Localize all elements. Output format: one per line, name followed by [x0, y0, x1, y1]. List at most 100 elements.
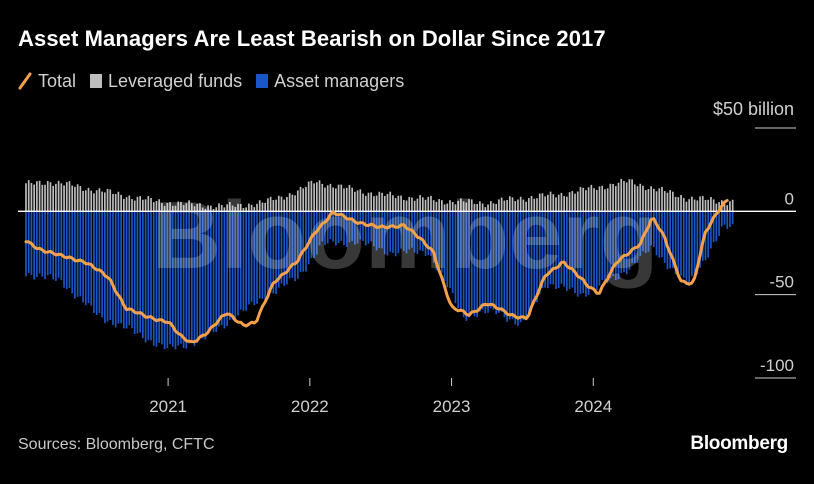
leveraged-funds-bar [182, 205, 185, 212]
asset-managers-bar [163, 211, 166, 350]
leveraged-funds-bar [514, 201, 517, 212]
asset-managers-bar [87, 211, 90, 304]
asset-managers-bar [476, 211, 479, 318]
leveraged-funds-bar [587, 187, 590, 212]
asset-managers-bar [451, 211, 454, 294]
leveraged-funds-bar [231, 205, 234, 212]
leveraged-funds-bar [95, 190, 98, 212]
asset-managers-bar [691, 211, 693, 277]
leveraged-funds-bar [36, 181, 38, 212]
asset-managers-bar [326, 211, 329, 244]
leveraged-funds-bar [381, 192, 383, 212]
asset-managers-bar [620, 211, 623, 274]
asset-managers-bar [430, 211, 432, 256]
leveraged-funds-bar [517, 199, 519, 212]
leveraged-funds-bar [269, 196, 272, 212]
leveraged-funds-bar [261, 202, 264, 212]
leveraged-funds-bar [207, 205, 209, 212]
leveraged-funds-bar [321, 183, 324, 212]
asset-managers-bar [568, 211, 571, 289]
leveraged-funds-bar [60, 183, 63, 212]
leveraged-funds-bar [402, 199, 405, 212]
leveraged-funds-bar [375, 195, 378, 212]
asset-managers-bar [519, 211, 522, 323]
asset-managers-bar [269, 211, 272, 293]
leveraged-funds-bar [473, 203, 476, 212]
asset-managers-bar [530, 211, 533, 305]
asset-managers-bar [723, 211, 726, 225]
leveraged-funds-bar [457, 200, 459, 212]
asset-managers-bar [585, 211, 587, 297]
leveraged-funds-bar [286, 196, 288, 212]
asset-managers-bar [400, 211, 402, 249]
watermark: Bloomberg [152, 182, 659, 289]
asset-managers-bar [421, 211, 424, 252]
leveraged-funds-bar [666, 192, 669, 212]
asset-managers-bar [218, 211, 220, 327]
leveraged-funds-bar [253, 207, 256, 212]
leveraged-funds-bar [258, 200, 261, 212]
asset-managers-bar [481, 211, 484, 310]
asset-managers-bar [25, 211, 27, 277]
leveraged-funds-bar [98, 188, 101, 212]
leveraged-funds-bar [609, 183, 612, 212]
leveraged-funds-bar [392, 195, 394, 212]
asset-managers-bar [617, 211, 620, 280]
leveraged-funds-bar [38, 180, 41, 212]
asset-managers-bar [155, 211, 158, 347]
leveraged-funds-bar [525, 201, 527, 212]
leveraged-funds-bar [544, 196, 546, 212]
asset-managers-bar [441, 211, 443, 273]
leveraged-funds-bar [682, 198, 685, 212]
leveraged-funds-bar [267, 198, 269, 212]
asset-managers-bar [245, 211, 247, 311]
leveraged-funds-bar [685, 201, 688, 212]
asset-managers-bar [340, 211, 343, 241]
leveraged-funds-bar [345, 187, 348, 212]
leveraged-funds-bar [229, 202, 231, 212]
source-note: Sources: Bloomberg, CFTC [18, 436, 215, 453]
asset-managers-bar [707, 211, 710, 258]
asset-managers-bar [669, 211, 671, 269]
asset-managers-bar [623, 211, 625, 273]
asset-managers-bar [449, 211, 451, 288]
leveraged-funds-bar [326, 185, 329, 212]
asset-managers-bar [76, 211, 79, 297]
asset-managers-bar [604, 211, 606, 282]
leveraged-funds-bar [527, 198, 530, 212]
leveraged-funds-bar [729, 201, 731, 212]
asset-managers-bar [348, 211, 351, 243]
asset-managers-bar [354, 211, 356, 245]
leveraged-funds-bar [123, 198, 125, 212]
legend-label-total: Total [38, 70, 77, 91]
leveraged-funds-bar [468, 199, 470, 212]
asset-managers-bar [636, 211, 639, 263]
leveraged-funds-bar [373, 196, 375, 212]
leveraged-funds-bar [150, 197, 152, 212]
legend: Total Leveraged funds Asset managers [18, 70, 418, 92]
leveraged-funds-bar [563, 196, 565, 212]
leveraged-funds-bar [585, 190, 587, 212]
asset-managers-bar [666, 211, 669, 270]
bloomberg-logo: Bloomberg [690, 433, 788, 454]
leveraged-funds-bar [533, 198, 536, 212]
leveraged-funds-bar [226, 204, 228, 212]
leveraged-funds-bar [190, 203, 193, 212]
leveraged-funds-bar [324, 187, 326, 212]
asset-managers-bar [71, 211, 74, 294]
leveraged-funds-bar [598, 186, 601, 212]
leveraged-funds-bar [68, 181, 71, 212]
leveraged-funds-bar [465, 202, 468, 212]
leveraged-funds-bar [152, 202, 155, 212]
asset-managers-bar [229, 211, 231, 320]
asset-managers-bar [729, 211, 731, 228]
asset-managers-bar [36, 211, 38, 278]
leveraged-funds-bar [454, 204, 457, 212]
asset-managers-bar [261, 211, 264, 299]
asset-managers-bar [541, 211, 544, 288]
leveraged-funds-bar [541, 193, 544, 212]
leveraged-funds-bar [256, 203, 258, 212]
asset-managers-bar [41, 211, 44, 277]
legend-label-asset-managers: Asset managers [274, 70, 405, 91]
